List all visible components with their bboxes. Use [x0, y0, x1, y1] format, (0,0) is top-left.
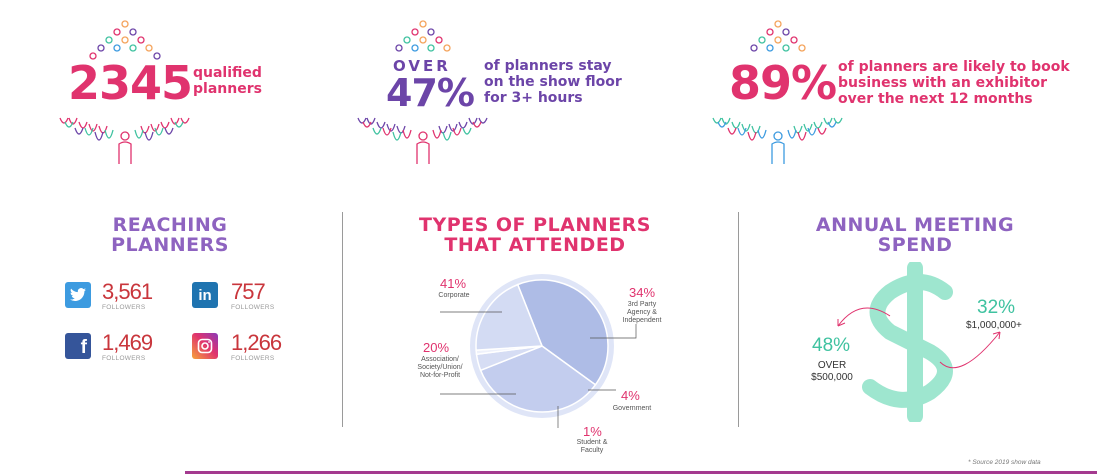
arrow-left	[837, 307, 891, 327]
instagram-followers-label: FOLLOWERS	[231, 355, 275, 362]
leader-line-association	[440, 393, 516, 395]
planner-types-pie-chart	[440, 274, 637, 428]
people-crowd-icon	[357, 20, 488, 164]
people-crowd-icon	[59, 20, 190, 164]
instagram-followers-count: 1,266	[231, 330, 282, 355]
leader-line-3rd-party	[590, 324, 637, 339]
reaching-planners-title: REACHING PLANNERS	[111, 214, 229, 256]
leader-line-corporate	[440, 311, 502, 313]
linkedin-followers-label: FOLLOWERS	[231, 304, 275, 311]
stat-number-show-floor: 47%	[386, 71, 475, 115]
annual-meeting-spend-title: ANNUAL MEETING SPEND	[815, 214, 1015, 256]
spend-48-label: OVER $500,000	[811, 360, 853, 383]
label-3rd-party: 3rd Party Agency & Independent	[622, 301, 662, 324]
arrow-right	[939, 331, 1001, 369]
section-divider	[342, 212, 343, 427]
spend-32-label: $1,000,000+	[966, 320, 1022, 331]
footer-rule	[185, 471, 1097, 474]
pct-3rd-party: 34%	[629, 285, 656, 300]
pct-student: 1%	[583, 424, 602, 439]
linkedin-followers-count: 757	[231, 279, 266, 304]
pie-slice-3rd-party-agency-independent	[479, 345, 597, 413]
stat-number-book-business: 89%	[729, 56, 837, 110]
spend-48-pct: 48%	[812, 335, 851, 356]
linkedin-icon: in	[192, 282, 218, 308]
instagram-icon	[192, 333, 218, 359]
facebook-followers-label: FOLLOWERS	[102, 355, 146, 362]
label-association: Association/ Society/Union/ Not-for-Prof…	[417, 356, 463, 379]
twitter-followers-count: 3,561	[102, 279, 153, 304]
dollar-sign-icon	[837, 262, 1001, 422]
pie-slice-corporate	[516, 279, 609, 386]
pct-association: 20%	[423, 340, 450, 355]
people-crowd-icon	[712, 20, 843, 164]
stat-text-show-floor: of planners stay on the show floor for 3…	[484, 58, 622, 106]
twitter-followers-label: FOLLOWERS	[102, 304, 146, 311]
label-student: Student & Faculty	[576, 439, 608, 454]
facebook-icon: f	[65, 333, 91, 359]
stat-prefix-over: OVER	[393, 57, 451, 75]
section-divider	[738, 212, 739, 427]
facebook-followers-count: 1,469	[102, 330, 153, 355]
spend-32-pct: 32%	[977, 297, 1016, 318]
stat-number-planners: 2345	[68, 56, 193, 110]
pct-corporate: 41%	[440, 276, 467, 291]
label-corporate: Corporate	[438, 292, 470, 299]
stat-text-planners: qualified planners	[193, 65, 262, 97]
twitter-icon	[65, 282, 91, 308]
pie-slice-association-society-union-not-for-profit	[475, 283, 544, 351]
label-government: Government	[612, 405, 652, 412]
stat-text-book-business: of planners are likely to book business …	[838, 59, 1070, 107]
source-note: * Source 2019 show data	[968, 459, 1041, 466]
types-of-planners-title: TYPES OF PLANNERS THAT ATTENDED	[418, 214, 651, 256]
pct-government: 4%	[621, 388, 640, 403]
